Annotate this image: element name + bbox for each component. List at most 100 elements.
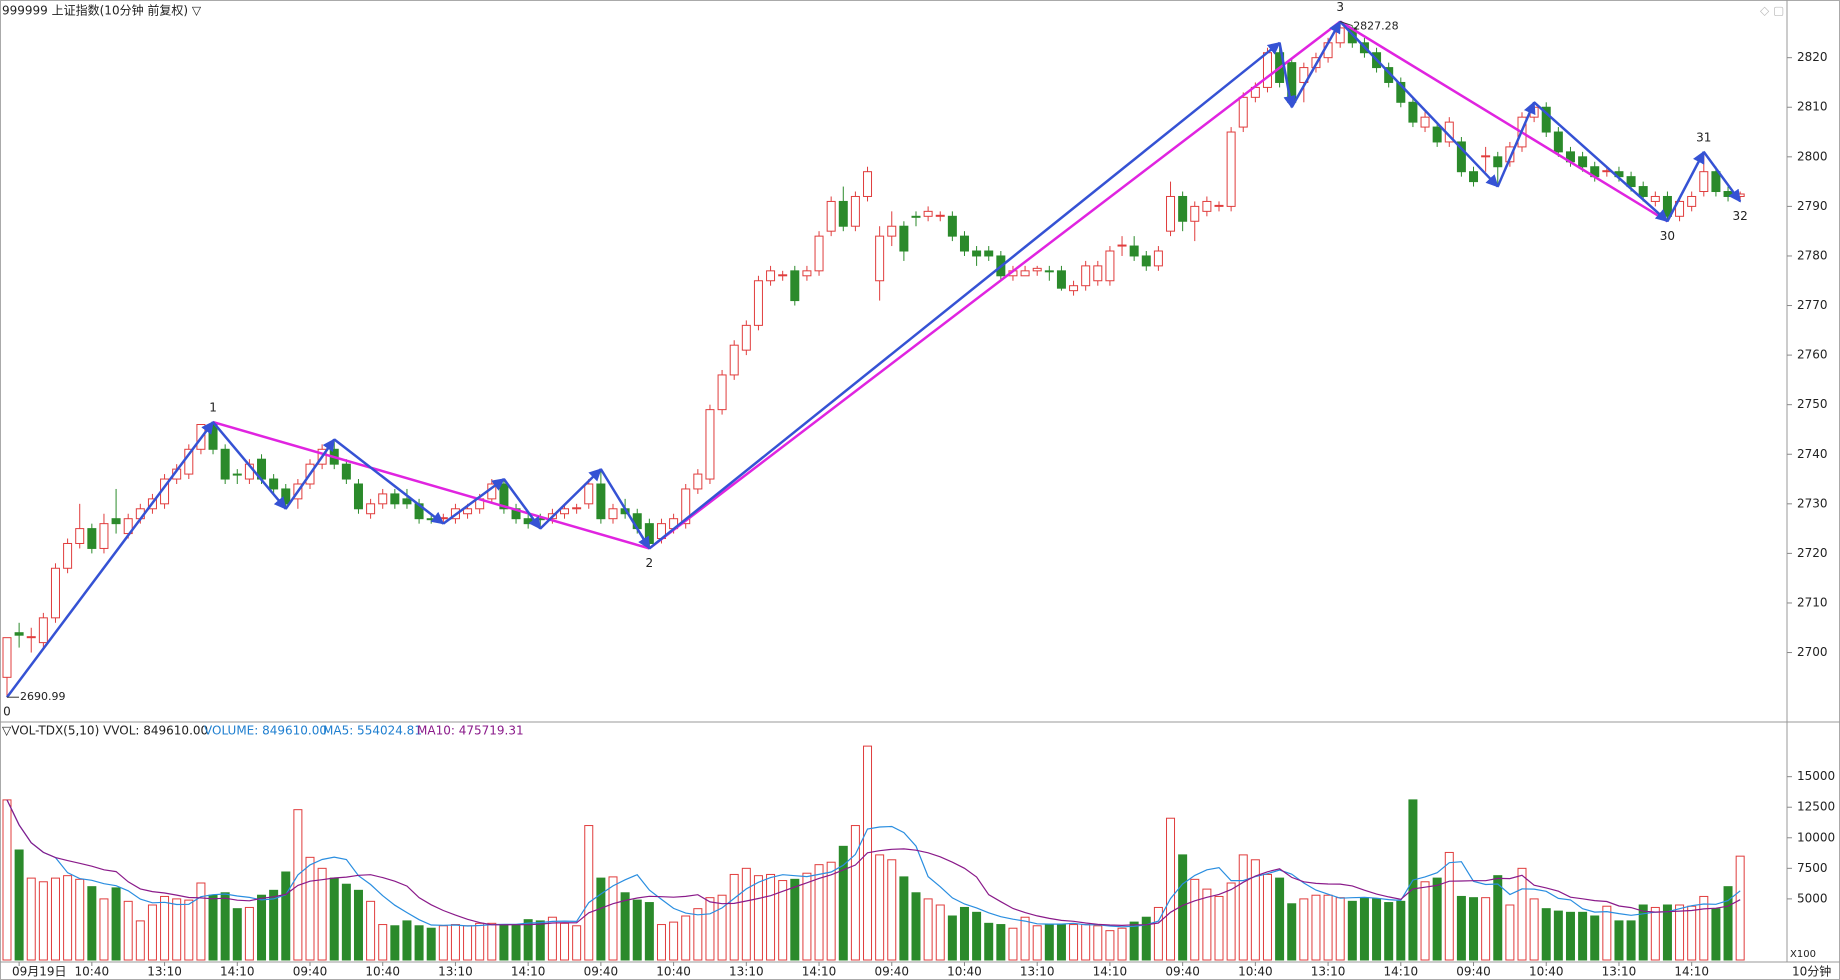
zigzag-minor: [1339, 20, 1499, 188]
candle-body: [1723, 191, 1733, 197]
volume-bar: [620, 892, 630, 961]
volume-bar: [838, 845, 848, 961]
wave-label: 2: [646, 556, 654, 570]
x-tick-label: 09:40: [584, 965, 619, 979]
high-label: 2827.28: [1353, 20, 1399, 33]
candle-body: [438, 517, 448, 520]
candle-body: [1178, 195, 1188, 222]
volume-bar: [1638, 904, 1648, 961]
candle-body: [353, 483, 363, 510]
volume-bar: [1529, 898, 1539, 961]
candle-body: [1626, 176, 1636, 188]
candle-body: [1129, 245, 1139, 257]
volume-bar: [1699, 895, 1709, 961]
candle-body: [2, 637, 12, 678]
volume-bar: [269, 889, 279, 961]
candle-body: [1069, 285, 1079, 292]
volume-bar: [1662, 904, 1672, 961]
candle-body: [838, 200, 848, 227]
volume-bar: [1226, 882, 1236, 961]
volume-bar: [1250, 859, 1260, 961]
x-tick-label: 13:10: [1602, 965, 1637, 979]
volume-bar: [656, 924, 666, 961]
wave-label: 3: [1336, 0, 1344, 14]
candle-body: [1238, 96, 1248, 128]
volume-bar: [802, 872, 812, 961]
volume-bar: [75, 878, 85, 961]
candle-body: [947, 215, 957, 237]
chart-title: 999999 上证指数(10分钟 前复权) ▽: [2, 3, 202, 18]
x-tick-label: 09:40: [1456, 965, 1491, 979]
y-tick-label: 7500: [1797, 861, 1828, 875]
zigzag-minor: [212, 421, 287, 510]
x-tick-label: 14:10: [1384, 965, 1419, 979]
candle-body: [644, 523, 654, 544]
volume-bar: [1578, 911, 1588, 961]
volume-bar: [1614, 920, 1624, 961]
candle-body: [99, 523, 109, 549]
volume-bar: [1141, 916, 1151, 961]
candle-body: [463, 508, 473, 515]
candle-body: [729, 344, 739, 376]
x-tick-label: 14:10: [511, 965, 546, 979]
volume-bar: [1299, 898, 1309, 961]
y-tick-label: 12500: [1797, 800, 1835, 814]
x-tick-label: 13:10: [729, 965, 764, 979]
volume-bar: [996, 924, 1006, 961]
candle-body: [1044, 270, 1054, 273]
zigzag-minor: [648, 41, 1281, 550]
candle-body: [596, 483, 606, 520]
volume-bar: [1166, 817, 1176, 961]
volume-bar: [1541, 908, 1551, 961]
candle-body: [766, 270, 776, 282]
x-tick-label: 10:40: [656, 965, 691, 979]
volume-bar: [208, 894, 218, 961]
volume-bar: [26, 877, 36, 961]
y-tick-label: 5000: [1797, 891, 1828, 905]
volume-bar: [1105, 930, 1115, 961]
y-tick-label: 10000: [1797, 830, 1835, 844]
volume-bar: [2, 799, 12, 961]
candle-body: [984, 250, 994, 257]
volume-bar: [1420, 881, 1430, 961]
candle-body: [705, 409, 715, 480]
volume-bar: [790, 878, 800, 961]
candle-body: [1687, 195, 1697, 207]
x-tick-label: 10:40: [1529, 965, 1564, 979]
candle-body: [390, 493, 400, 505]
volume-bar: [1117, 927, 1127, 961]
volume-bar: [826, 861, 836, 961]
volume-bar: [693, 908, 703, 961]
y-tick-label: 2780: [1797, 248, 1828, 262]
volume-bar: [1372, 898, 1382, 961]
zigzag-minor: [333, 438, 445, 525]
volume-bar: [438, 925, 448, 961]
y-tick-label: 2740: [1797, 447, 1828, 461]
candle-body: [717, 374, 727, 411]
volume-bar: [584, 825, 594, 961]
candle-body: [50, 567, 60, 619]
candle-body: [1420, 116, 1430, 128]
volume-bar: [1287, 903, 1297, 961]
candle-body: [1493, 156, 1503, 168]
volume-bar: [511, 924, 521, 961]
volume-bar: [160, 895, 170, 961]
volume-bar: [935, 904, 945, 961]
volume-bar: [814, 864, 824, 961]
volume-header: ▽VOL-TDX(5,10) VVOL: 849610.00: [2, 724, 208, 738]
wave-label: 30: [1660, 229, 1675, 243]
zigzag-minor: [1496, 101, 1536, 188]
volume-bar: [560, 922, 570, 961]
candle-body: [959, 235, 969, 252]
volume-bar: [972, 911, 982, 961]
candle-body: [875, 235, 885, 282]
window-icons[interactable]: ◇ ▢: [1760, 4, 1784, 18]
volume-bar: [475, 922, 485, 961]
volume-bar: [547, 916, 557, 961]
volume-bar: [390, 925, 400, 961]
volume-bar: [341, 883, 351, 961]
volume-bar: [1626, 920, 1636, 961]
volume-bar: [947, 915, 957, 961]
candle-body: [1081, 265, 1091, 287]
